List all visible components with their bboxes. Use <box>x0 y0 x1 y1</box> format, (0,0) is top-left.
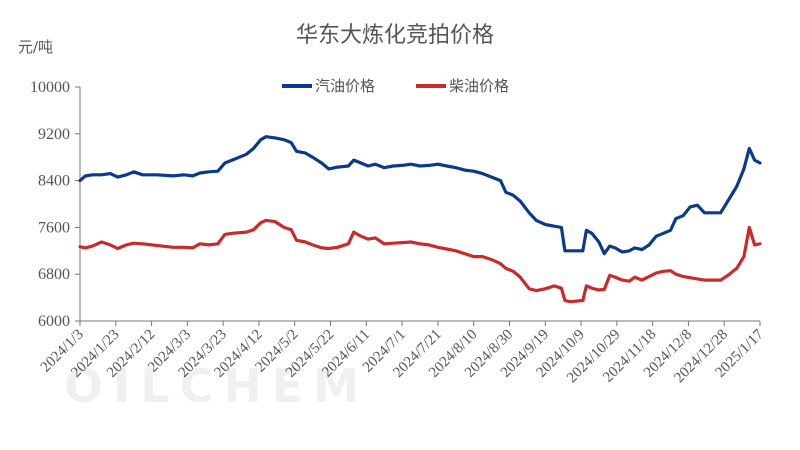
y-tick-label: 7600 <box>38 219 70 236</box>
y-tick-label: 10000 <box>30 79 70 96</box>
unit-label: 元/吨 <box>18 38 53 56</box>
y-tick-label: 9200 <box>38 126 70 143</box>
gasoline-price-line <box>78 135 762 256</box>
watermark: OILCHEM <box>64 359 369 413</box>
y-tick-label: 6800 <box>38 266 70 283</box>
legend-label-gasoline: 汽油价格 <box>315 77 375 95</box>
legend-label-diesel: 柴油价格 <box>449 77 509 95</box>
legend: 汽油价格 柴油价格 <box>282 77 509 95</box>
y-tick-label: 6000 <box>38 313 70 330</box>
y-tick-label: 8400 <box>38 173 70 190</box>
chart-title: 华东大炼化竞拍价格 <box>296 23 494 48</box>
diesel-price-line <box>78 218 762 304</box>
